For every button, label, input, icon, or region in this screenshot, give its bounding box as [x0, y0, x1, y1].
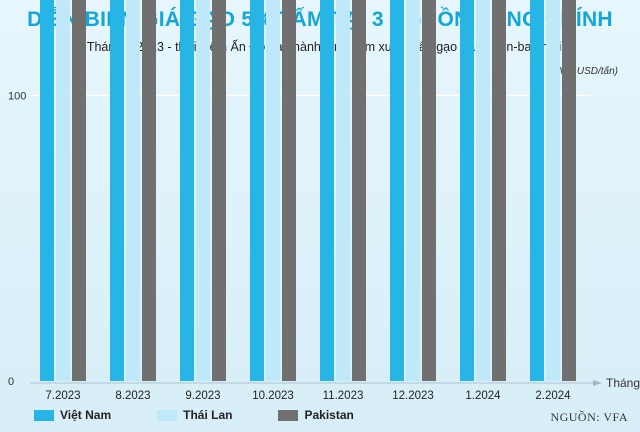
x-tick-label: 11.2023 — [323, 390, 364, 402]
legend-swatch-pakistan — [278, 409, 299, 421]
bar — [336, 0, 350, 381]
bar — [250, 0, 264, 381]
x-axis-arrow — [593, 380, 602, 386]
bar — [546, 0, 560, 381]
y-tick-label: 0 — [8, 376, 14, 388]
bar — [530, 0, 544, 381]
bar — [142, 0, 156, 381]
bar — [212, 0, 226, 381]
legend-label-viet-nam: Việt Nam — [60, 408, 112, 422]
bar — [562, 0, 576, 381]
bar — [56, 0, 70, 381]
bar — [320, 0, 334, 381]
bar — [72, 0, 86, 381]
bar — [180, 0, 194, 381]
x-tick-label: 8.2023 — [115, 390, 150, 402]
bar — [390, 0, 404, 381]
x-tick-label: 7.2023 — [45, 390, 80, 402]
bar — [196, 0, 210, 381]
legend-item-thai-lan: Thái Lan — [157, 408, 232, 422]
legend-label-pakistan: Pakistan — [304, 408, 354, 422]
legend-swatch-viet-nam — [34, 409, 54, 421]
bar — [422, 0, 436, 381]
unit-label: (ĐVT: USD/tấn) — [548, 66, 618, 77]
x-tick-label: 1.2024 — [465, 390, 501, 402]
x-axis-label: Tháng — [606, 376, 640, 390]
bar — [492, 0, 506, 381]
x-tick-label: 2.2024 — [535, 390, 571, 402]
x-tick-label: 12.2023 — [392, 390, 434, 402]
bar — [460, 0, 474, 381]
bar — [352, 0, 366, 381]
legend-item-viet-nam: Việt Nam — [34, 408, 111, 422]
bar — [266, 0, 280, 381]
bar — [476, 0, 490, 381]
bar — [126, 0, 140, 381]
bar — [110, 0, 124, 381]
bar — [406, 0, 420, 381]
legend-item-pakistan: Pakistan — [278, 408, 354, 422]
legend-swatch-thai-lan — [157, 409, 178, 421]
legend: Việt Nam Thái Lan Pakistan — [34, 408, 354, 422]
bar — [40, 0, 54, 381]
source-note: NGUỒN: VFA — [550, 410, 628, 424]
x-tick-label: 10.2023 — [252, 390, 294, 402]
y-tick-label: 100 — [8, 91, 26, 103]
legend-label-thai-lan: Thái Lan — [183, 408, 233, 422]
x-tick-label: 9.2023 — [185, 390, 220, 402]
bar — [282, 0, 296, 381]
